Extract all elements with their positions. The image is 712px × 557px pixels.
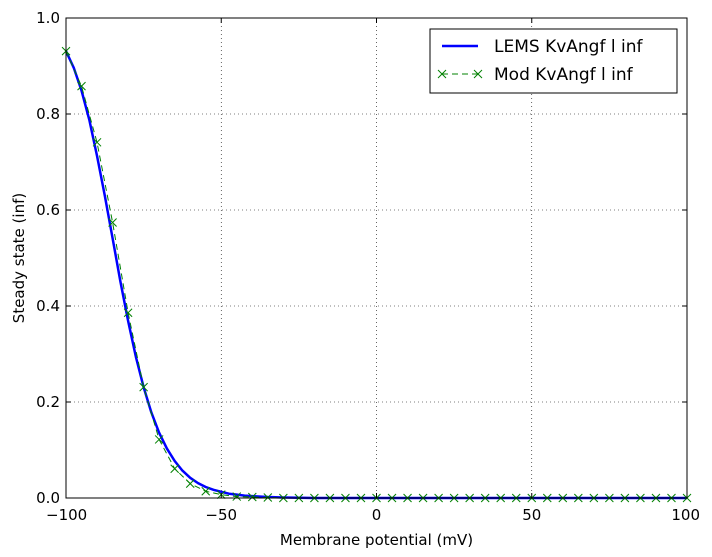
tick-labels: −100 −50 0 50 100 0.0 0.2 0.4 0.6 0.8 1.0 [36,9,700,524]
series-point-mod-kvangf-l-inf [139,382,148,392]
series-point-mod-kvangf-l-inf [201,486,211,496]
legend: LEMS KvAngf l inf Mod KvAngf l inf [429,28,678,94]
y-tick-label: 0.6 [36,201,60,219]
x-tick-label: 0 [372,506,382,524]
legend-label-mod: Mod KvAngf l inf [494,65,634,85]
y-tick-label: 0.8 [36,105,60,123]
x-tick-label: −50 [205,506,237,524]
series-point-mod-kvangf-l-inf [170,464,180,474]
x-tick-label: −100 [46,506,87,524]
series-point-mod-kvangf-l-inf [185,479,195,488]
legend-label-lems: LEMS KvAngf l inf [494,37,643,57]
y-axis-label: Steady state (inf) [10,193,28,323]
ticks [65,17,688,499]
legend-frame [429,28,678,94]
series-point-mod-kvangf-l-inf [247,492,257,502]
x-tick-label: 50 [522,506,541,524]
y-tick-label: 1.0 [36,9,60,27]
series-point-mod-kvangf-l-inf [123,308,133,318]
series-point-mod-kvangf-l-inf [77,81,86,91]
series-point-mod-kvangf-l-inf [154,435,164,444]
x-tick-label: 100 [671,506,700,524]
series-point-mod-kvangf-l-inf [232,492,242,501]
legend-marker-mod-2 [473,69,483,79]
series-point-mod-kvangf-l-inf [92,137,102,147]
y-tick-label: 0.4 [36,297,60,315]
y-tick-label: 0.2 [36,393,60,411]
y-tick-label: 0.0 [36,489,60,507]
series-point-mod-kvangf-l-inf [108,218,117,227]
x-axis-label: Membrane potential (mV) [280,531,473,549]
legend-marker-mod-1 [437,69,447,79]
